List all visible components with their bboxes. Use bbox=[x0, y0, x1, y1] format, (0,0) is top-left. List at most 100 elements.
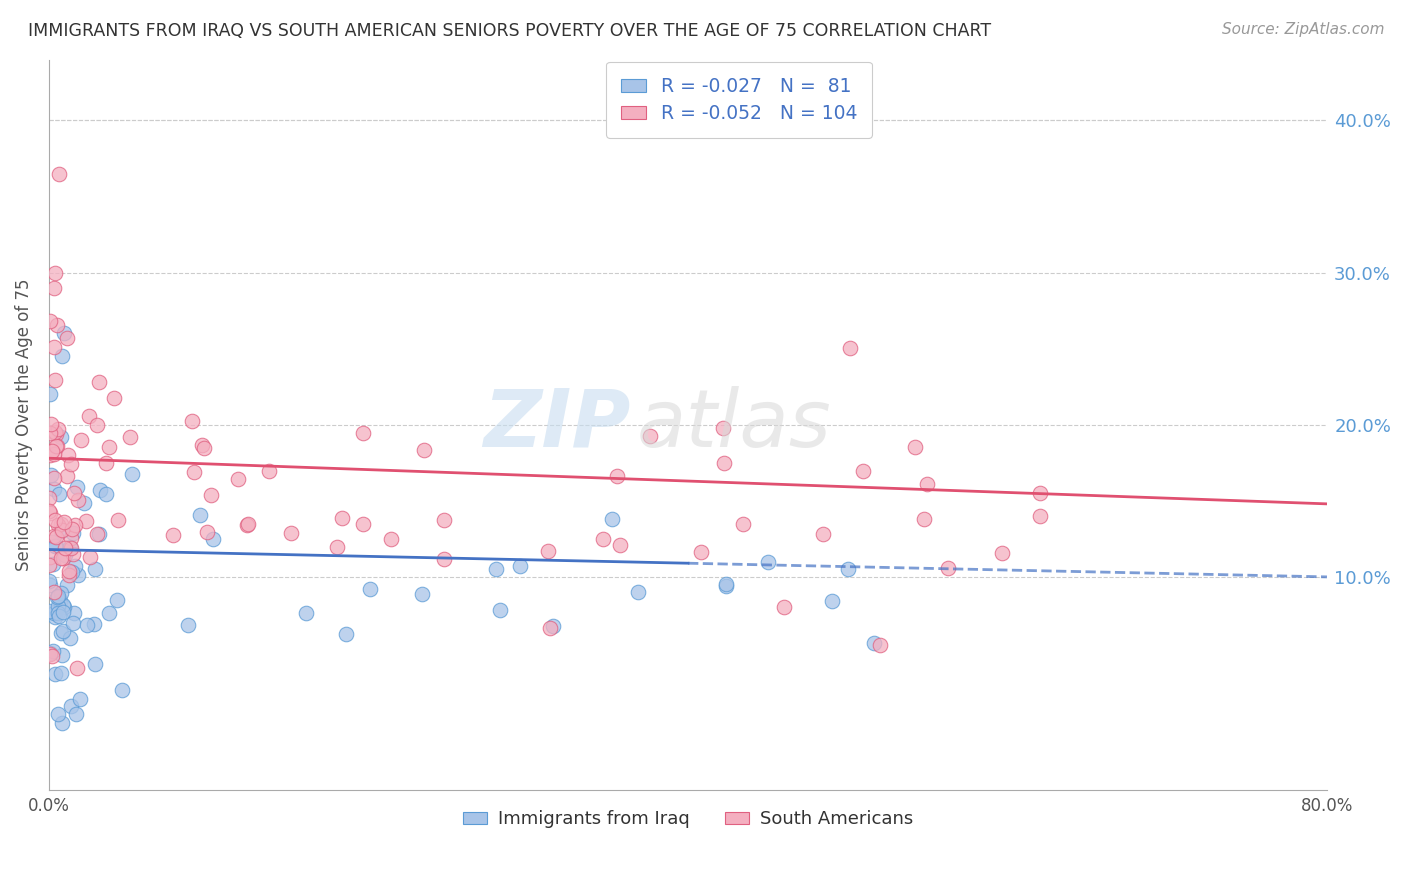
Point bbox=[51, 523, 73, 537]
Point bbox=[638, 429, 661, 443]
Point bbox=[70, 433, 93, 447]
Point bbox=[912, 512, 935, 526]
Text: Source: ZipAtlas.com: Source: ZipAtlas.com bbox=[1222, 22, 1385, 37]
Point bbox=[41, 534, 63, 549]
Point bbox=[838, 341, 860, 355]
Point bbox=[38, 574, 60, 589]
Point bbox=[111, 683, 134, 698]
Point bbox=[352, 425, 374, 440]
Point bbox=[42, 644, 65, 658]
Point bbox=[53, 548, 76, 562]
Point bbox=[869, 639, 891, 653]
Point bbox=[44, 425, 66, 440]
Point bbox=[509, 558, 531, 573]
Point bbox=[42, 529, 65, 543]
Point bbox=[44, 266, 66, 280]
Point bbox=[39, 425, 62, 440]
Point bbox=[1028, 486, 1050, 500]
Point bbox=[193, 441, 215, 455]
Point bbox=[62, 616, 84, 631]
Point bbox=[53, 541, 76, 555]
Point bbox=[46, 422, 69, 436]
Point bbox=[716, 577, 738, 591]
Point bbox=[433, 551, 456, 566]
Point bbox=[46, 599, 69, 613]
Point bbox=[121, 467, 143, 481]
Point bbox=[600, 511, 623, 525]
Point bbox=[39, 549, 62, 564]
Point bbox=[46, 318, 69, 332]
Point bbox=[62, 547, 84, 561]
Point bbox=[330, 510, 353, 524]
Point bbox=[485, 562, 508, 576]
Point bbox=[45, 539, 67, 553]
Point bbox=[97, 441, 120, 455]
Point bbox=[86, 526, 108, 541]
Point bbox=[991, 546, 1014, 560]
Point bbox=[44, 471, 66, 485]
Point bbox=[49, 594, 72, 608]
Point bbox=[41, 648, 63, 663]
Point bbox=[837, 562, 859, 576]
Point bbox=[200, 488, 222, 502]
Point bbox=[65, 706, 87, 721]
Point bbox=[66, 661, 89, 675]
Point bbox=[537, 544, 560, 558]
Point bbox=[39, 646, 62, 660]
Point bbox=[756, 555, 779, 569]
Point bbox=[59, 541, 82, 555]
Point bbox=[541, 619, 564, 633]
Point bbox=[46, 589, 69, 603]
Point bbox=[38, 647, 60, 661]
Point bbox=[83, 617, 105, 632]
Point bbox=[713, 456, 735, 470]
Point bbox=[49, 550, 72, 565]
Point bbox=[773, 600, 796, 615]
Point bbox=[58, 568, 80, 582]
Point bbox=[821, 594, 844, 608]
Point bbox=[60, 565, 83, 579]
Point bbox=[46, 591, 69, 605]
Point bbox=[188, 508, 211, 522]
Point bbox=[76, 617, 98, 632]
Point bbox=[62, 486, 84, 500]
Point bbox=[46, 606, 69, 620]
Point bbox=[326, 540, 349, 554]
Point bbox=[38, 506, 60, 520]
Point bbox=[86, 417, 108, 432]
Point bbox=[60, 457, 83, 471]
Point bbox=[48, 487, 70, 501]
Point bbox=[236, 517, 259, 532]
Point bbox=[39, 448, 62, 462]
Point bbox=[52, 624, 75, 639]
Point bbox=[39, 314, 62, 328]
Point bbox=[58, 632, 80, 646]
Point bbox=[44, 666, 66, 681]
Point bbox=[626, 585, 648, 599]
Legend: Immigrants from Iraq, South Americans: Immigrants from Iraq, South Americans bbox=[456, 803, 920, 836]
Point bbox=[44, 539, 66, 553]
Point bbox=[65, 517, 87, 532]
Point bbox=[52, 599, 75, 613]
Point bbox=[226, 472, 249, 486]
Point bbox=[1028, 509, 1050, 524]
Point bbox=[58, 564, 80, 578]
Text: atlas: atlas bbox=[637, 385, 832, 464]
Point bbox=[195, 525, 218, 540]
Point bbox=[39, 578, 62, 592]
Point bbox=[77, 409, 100, 423]
Point bbox=[66, 480, 89, 494]
Point bbox=[39, 387, 62, 401]
Point bbox=[52, 326, 75, 341]
Point bbox=[716, 579, 738, 593]
Point bbox=[63, 559, 86, 574]
Point bbox=[904, 440, 927, 454]
Point bbox=[42, 557, 65, 571]
Point bbox=[75, 514, 97, 528]
Point bbox=[59, 531, 82, 545]
Point bbox=[42, 606, 65, 620]
Point bbox=[53, 599, 76, 614]
Point bbox=[433, 513, 456, 527]
Point bbox=[52, 551, 75, 566]
Point bbox=[44, 512, 66, 526]
